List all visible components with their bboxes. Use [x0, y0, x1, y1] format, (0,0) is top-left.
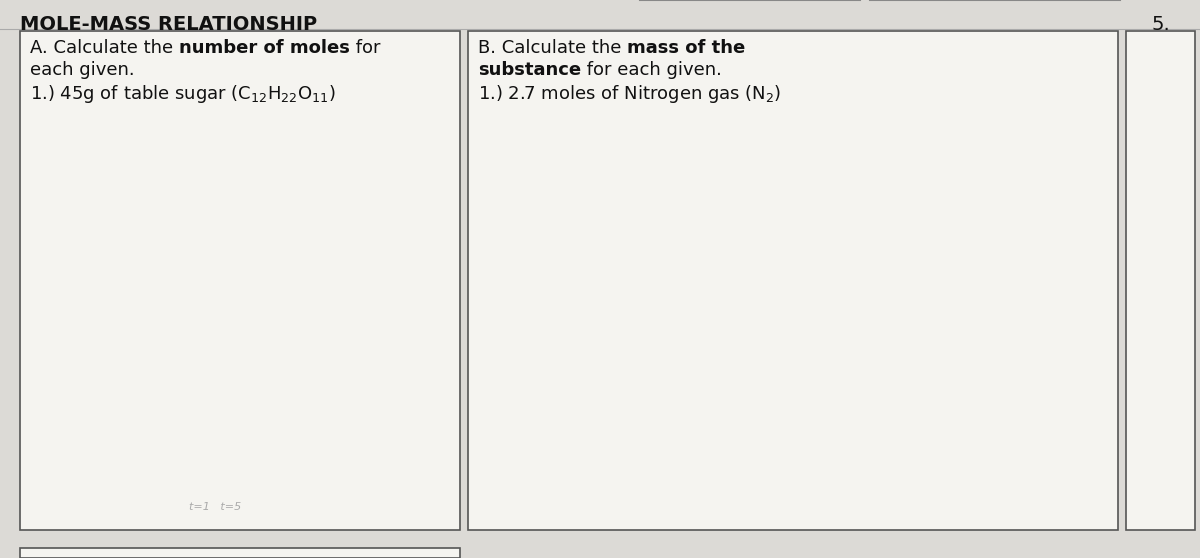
- Text: for each given.: for each given.: [581, 61, 722, 79]
- Text: substance: substance: [478, 61, 581, 79]
- Text: A. Calculate the: A. Calculate the: [30, 39, 179, 57]
- Text: B. Calculate the: B. Calculate the: [478, 39, 628, 57]
- Text: t=1   t=5: t=1 t=5: [188, 502, 241, 512]
- Text: number of moles: number of moles: [179, 39, 349, 57]
- Bar: [1126, 31, 1195, 530]
- Text: 1.) 2.7 moles of Nitrogen gas (N$_2$): 1.) 2.7 moles of Nitrogen gas (N$_2$): [478, 83, 781, 105]
- Text: 5.: 5.: [1151, 15, 1170, 34]
- Bar: [20, 548, 460, 558]
- Text: for: for: [349, 39, 380, 57]
- Text: each given.: each given.: [30, 61, 134, 79]
- Text: 1.) 45g of table sugar (C$_{12}$H$_{22}$O$_{11}$): 1.) 45g of table sugar (C$_{12}$H$_{22}$…: [30, 83, 336, 105]
- Text: mass of the: mass of the: [628, 39, 745, 57]
- Bar: [20, 31, 460, 530]
- Bar: [468, 31, 1118, 530]
- Text: MOLE-MASS RELATIONSHIP: MOLE-MASS RELATIONSHIP: [20, 15, 317, 34]
